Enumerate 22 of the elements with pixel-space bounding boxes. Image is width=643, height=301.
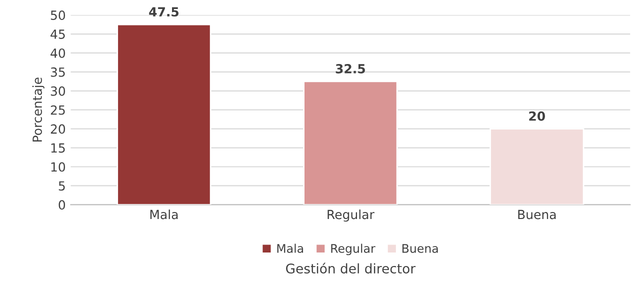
y-tick-label: 25 xyxy=(50,105,65,115)
y-tick-label: 10 xyxy=(51,162,66,172)
data-label: 47.5 xyxy=(149,7,179,17)
y-tick-label: 15 xyxy=(51,143,65,153)
y-tick-label: 45 xyxy=(50,30,65,39)
x-tick-label: Mala xyxy=(150,210,178,220)
y-axis-title: Porcentaje xyxy=(32,78,44,142)
x-tick-label: Regular xyxy=(328,210,374,222)
y-tick-label: 40 xyxy=(50,48,66,58)
x-axis-title: Gestión del director xyxy=(286,262,416,274)
y-tick-label: 50 xyxy=(50,10,66,20)
y-tick-label: 0 xyxy=(58,200,66,210)
x-tick-label: Buena xyxy=(518,210,556,220)
legend-label: Regular xyxy=(331,244,376,256)
data-label: 20 xyxy=(529,111,546,121)
data-label: 32.5 xyxy=(336,64,365,74)
y-tick-label: 20 xyxy=(50,124,66,134)
legend-label: Buena xyxy=(402,244,438,253)
y-tick-label: 30 xyxy=(50,86,66,96)
y-tick-label: 35 xyxy=(50,67,65,77)
y-tick-label: 5 xyxy=(58,181,65,191)
legend-label: Mala xyxy=(277,244,304,253)
